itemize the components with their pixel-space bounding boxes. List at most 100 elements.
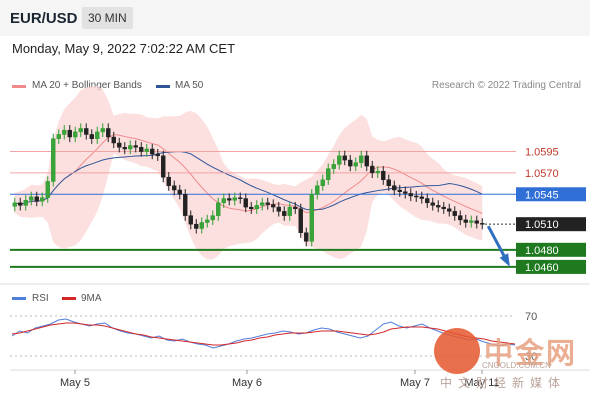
candle-body-3 <box>29 196 34 201</box>
candle-body-63 <box>359 155 364 163</box>
candle-body-30 <box>177 189 182 195</box>
x-tick-label-1: May 6 <box>232 377 262 389</box>
candle-body-52 <box>298 208 303 233</box>
level-label-0: 1.0595 <box>525 147 559 159</box>
candle-body-18 <box>111 136 116 144</box>
ma20-swatch <box>12 85 26 88</box>
candle-body-56 <box>320 179 325 186</box>
candle-body-1 <box>18 202 23 206</box>
level-label-2: 1.0545 <box>525 189 559 201</box>
x-tick-label-0: May 5 <box>60 377 90 389</box>
candle-body-57 <box>326 168 331 180</box>
candle-body-12 <box>78 128 83 133</box>
candle-body-31 <box>183 194 188 216</box>
candle-body-23 <box>139 147 144 152</box>
level-label-box-4 <box>516 242 586 257</box>
candle-body-42 <box>243 198 248 208</box>
candle-body-36 <box>210 215 215 221</box>
bollinger-band <box>14 86 483 260</box>
candle-body-73 <box>414 195 419 198</box>
candle-body-45 <box>260 202 265 206</box>
legend-rsi-ma: 9MA <box>81 293 102 304</box>
candle-body-62 <box>353 162 358 167</box>
level-label-box-3 <box>516 217 586 232</box>
candle-body-39 <box>227 198 232 201</box>
candle-body-68 <box>386 179 391 186</box>
candle-body-35 <box>205 219 210 223</box>
candle-body-7 <box>51 138 56 182</box>
candle-body-80 <box>452 211 457 216</box>
candle-body-53 <box>304 232 309 242</box>
candle-body-51 <box>293 206 298 210</box>
candle-body-50 <box>287 206 292 216</box>
candle-body-77 <box>436 205 441 208</box>
candle-body-38 <box>221 198 226 204</box>
watermark-url: CNGOLD.COM.CN <box>482 361 551 370</box>
candle-body-20 <box>122 147 127 150</box>
candle-body-60 <box>342 155 347 161</box>
timeframe-badge[interactable]: 30 MIN <box>82 7 133 29</box>
candle-body-25 <box>150 148 155 155</box>
candle-body-69 <box>392 185 397 191</box>
candle-body-49 <box>282 211 287 216</box>
candle-body-29 <box>172 185 177 191</box>
candle-body-76 <box>430 202 435 206</box>
legend-ma20: MA 20 + Bollinger Bands <box>32 80 142 91</box>
candle-body-58 <box>331 164 336 169</box>
candle-body-41 <box>238 197 243 199</box>
symbol-title: EUR/USD <box>10 10 78 27</box>
rsi-level-label-0: 70 <box>525 311 537 323</box>
level-label-box-2 <box>516 187 586 202</box>
watermark-title: 中金网 <box>484 336 578 370</box>
candle-body-64 <box>364 155 369 167</box>
candle-body-22 <box>133 145 138 148</box>
candle-body-0 <box>12 202 17 207</box>
candle-body-43 <box>249 206 254 210</box>
level-label-box-5 <box>516 259 586 274</box>
watermark-subtitle: 中文财经新媒体 <box>440 376 567 390</box>
candle-body-10 <box>67 129 72 138</box>
candle-body-37 <box>216 202 221 216</box>
candle-body-66 <box>375 170 380 174</box>
rsi-swatch <box>12 297 26 300</box>
candle-body-14 <box>89 134 94 139</box>
candle-body-26 <box>155 153 160 157</box>
level-label-4: 1.0480 <box>525 245 559 257</box>
x-tick-label-2: May 7 <box>400 377 430 389</box>
candle-body-82 <box>463 219 468 223</box>
credit-label: Research © 2022 Trading Central <box>431 80 581 91</box>
candle-body-59 <box>337 155 342 165</box>
candle-body-48 <box>276 206 281 212</box>
candle-body-81 <box>458 215 463 221</box>
top-bar: EUR/USD 30 MIN <box>0 0 590 36</box>
candle-body-71 <box>403 191 408 194</box>
candle-body-33 <box>194 223 199 229</box>
candle-body-75 <box>425 198 430 204</box>
candle-body-61 <box>348 159 353 167</box>
candle-body-21 <box>128 145 133 150</box>
candle-body-34 <box>199 222 204 229</box>
legend-rsi: RSI <box>32 293 49 304</box>
candle-body-19 <box>117 142 122 148</box>
candle-body-15 <box>95 131 100 139</box>
candle-body-27 <box>161 155 166 178</box>
candle-body-2 <box>23 200 28 206</box>
candle-body-70 <box>397 189 402 192</box>
candle-body-84 <box>474 220 479 224</box>
candle-body-6 <box>45 181 50 198</box>
candle-body-8 <box>56 134 61 139</box>
rsi-ma-line <box>11 322 516 346</box>
candle-body-16 <box>100 128 105 133</box>
candle-body-83 <box>469 220 474 223</box>
candle-body-46 <box>265 202 270 205</box>
candle-body-72 <box>408 193 413 197</box>
watermark-logo-icon <box>434 328 480 374</box>
candle-body-54 <box>309 194 314 242</box>
rsi-ma-swatch <box>62 297 76 300</box>
candle-body-85 <box>480 223 485 225</box>
candle-body-13 <box>84 128 89 135</box>
candle-body-78 <box>441 206 446 210</box>
candle-body-9 <box>62 129 67 135</box>
projection-arrow-head <box>499 253 510 267</box>
